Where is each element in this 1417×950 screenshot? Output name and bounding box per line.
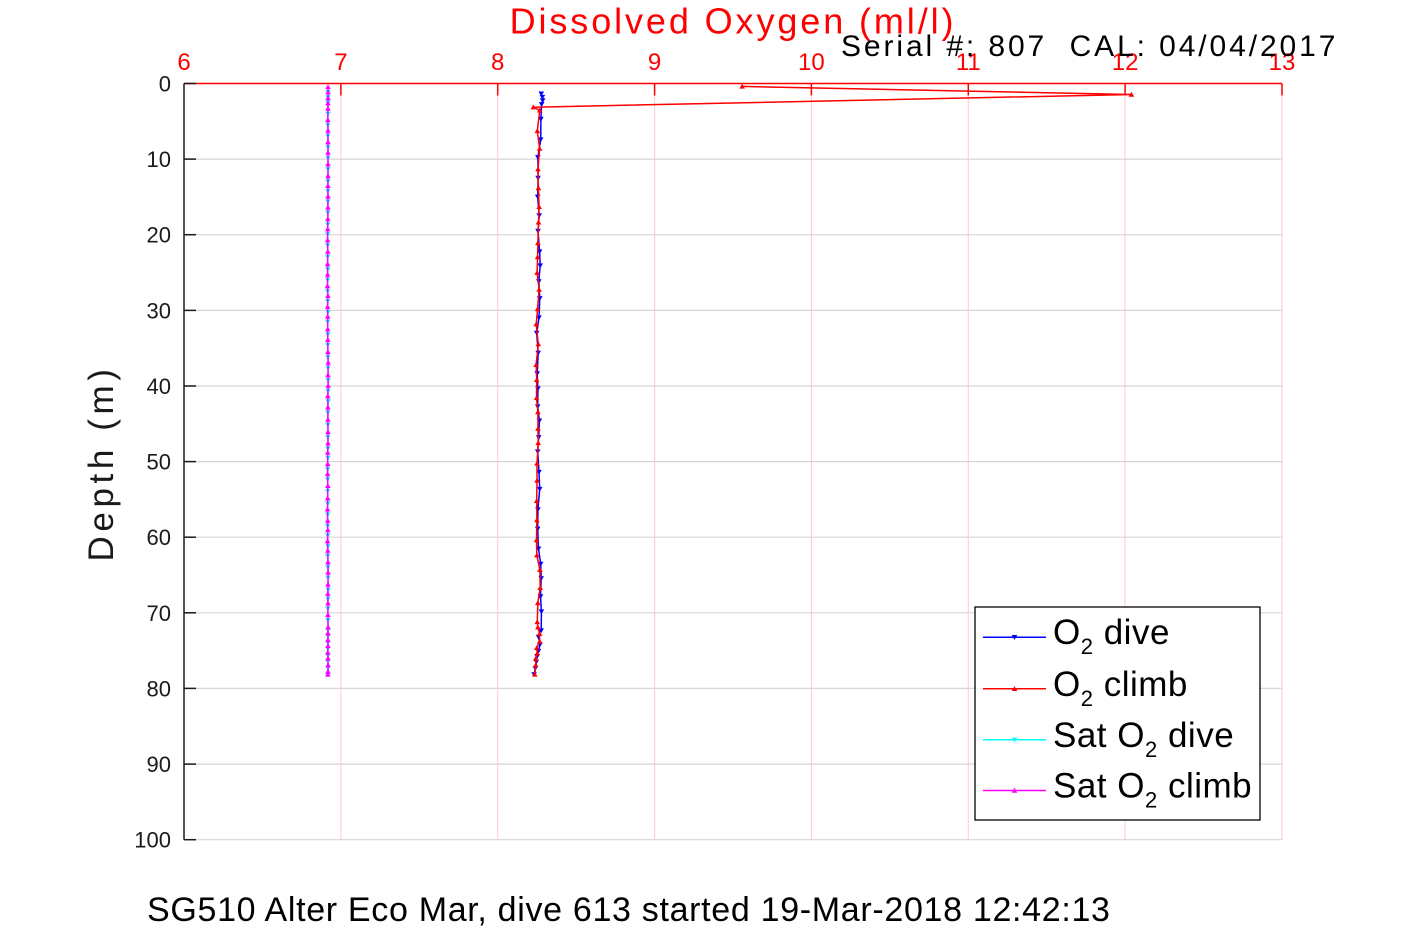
svg-text:20: 20 xyxy=(147,223,171,248)
svg-text:O2 climb: O2 climb xyxy=(1053,665,1188,711)
svg-text:50: 50 xyxy=(147,450,171,475)
svg-text:Dissolved Oxygen (ml/l): Dissolved Oxygen (ml/l) xyxy=(510,1,957,42)
svg-text:70: 70 xyxy=(147,601,171,626)
svg-text:8: 8 xyxy=(491,49,504,76)
svg-text:10: 10 xyxy=(798,49,825,76)
svg-text:Depth (m): Depth (m) xyxy=(82,365,121,562)
svg-text:40: 40 xyxy=(147,374,171,399)
svg-text:Sat O2 climb: Sat O2 climb xyxy=(1053,767,1252,813)
svg-text:7: 7 xyxy=(334,49,347,76)
svg-text:30: 30 xyxy=(147,298,171,323)
svg-text:100: 100 xyxy=(134,828,171,853)
svg-text:80: 80 xyxy=(147,676,171,701)
svg-text:60: 60 xyxy=(147,525,171,550)
svg-text:6: 6 xyxy=(177,49,190,76)
svg-text:10: 10 xyxy=(147,147,171,172)
svg-text:Serial #: 807 CAL: 04/04/2017: Serial #: 807 CAL: 04/04/2017 xyxy=(841,30,1338,63)
svg-text:13: 13 xyxy=(1269,49,1296,76)
svg-text:11: 11 xyxy=(956,49,981,76)
svg-text:0: 0 xyxy=(159,72,171,97)
svg-text:9: 9 xyxy=(648,49,661,76)
svg-text:SG510 Alter Eco Mar, dive 613: SG510 Alter Eco Mar, dive 613 started 19… xyxy=(147,891,1111,929)
svg-text:90: 90 xyxy=(147,752,171,777)
svg-text:O2 dive: O2 dive xyxy=(1053,613,1170,659)
svg-text:12: 12 xyxy=(1112,49,1139,76)
svg-text:Sat O2 dive: Sat O2 dive xyxy=(1053,716,1234,762)
